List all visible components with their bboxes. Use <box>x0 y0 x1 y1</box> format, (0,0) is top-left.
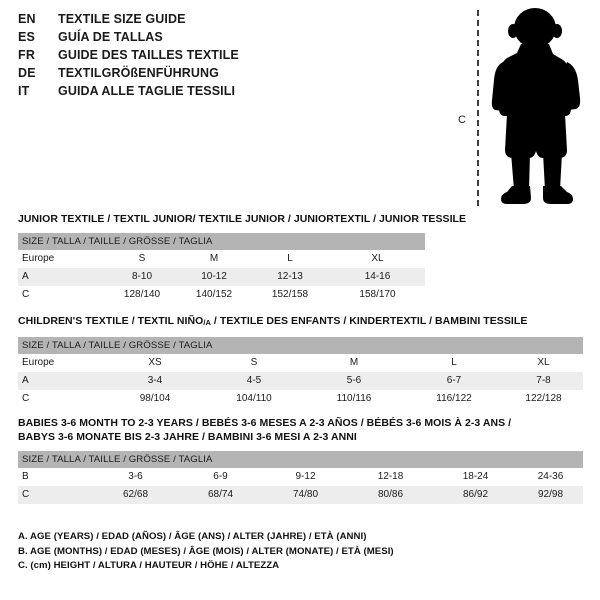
legend-line-c: C. (cm) HEIGHT / ALTURA / HAUTEUR / HÖHE… <box>18 560 280 571</box>
table-row: B 3-6 6-9 9-12 12-18 18-24 24-36 <box>18 468 583 486</box>
table-cell: 140/152 <box>178 286 250 304</box>
table-cell: XL <box>504 353 583 372</box>
table-band-label-junior: SIZE / TALLA / TAILLE / GRÖSSE / TAGLIA <box>18 233 425 250</box>
section-junior-textile: JUNIOR TEXTILE / TEXTIL JUNIOR/ TEXTILE … <box>18 212 466 304</box>
table-band-row-babies: SIZE / TALLA / TAILLE / GRÖSSE / TAGLIA <box>18 451 583 468</box>
table-cell: 92/98 <box>518 486 583 504</box>
table-band-label-babies: SIZE / TALLA / TAILLE / GRÖSSE / TAGLIA <box>18 451 583 468</box>
table-cell: M <box>178 250 250 268</box>
table-cell: 116/122 <box>404 389 504 408</box>
language-code-it: IT <box>18 84 30 98</box>
language-row-es: ES GUÍA DE TALLAS <box>18 30 418 48</box>
table-cell: 8-10 <box>106 268 178 286</box>
language-title-es: GUÍA DE TALLAS <box>58 30 163 44</box>
section-title-children-before: CHILDREN'S TEXTILE / TEXTIL NIÑO <box>18 315 204 327</box>
table-cell: 98/104 <box>106 389 204 408</box>
language-title-block: EN TEXTILE SIZE GUIDE ES GUÍA DE TALLAS … <box>18 12 418 102</box>
table-babies-sizes: SIZE / TALLA / TAILLE / GRÖSSE / TAGLIA … <box>18 451 583 504</box>
table-row: C 98/104 104/110 110/116 116/122 122/128 <box>18 389 583 408</box>
language-code-es: ES <box>18 30 36 44</box>
height-axis-label: C <box>458 114 466 126</box>
height-measurement-figure: C <box>450 8 590 208</box>
table-band-label-children: SIZE / TALLA / TAILLE / GRÖSSE / TAGLIA <box>18 336 583 354</box>
table-band-row-children: SIZE / TALLA / TAILLE / GRÖSSE / TAGLIA <box>18 336 583 354</box>
table-cell: XL <box>330 250 425 268</box>
table-junior-sizes: SIZE / TALLA / TAILLE / GRÖSSE / TAGLIA … <box>18 233 425 304</box>
table-cell: 9-12 <box>263 468 348 486</box>
table-cell: M <box>304 353 404 372</box>
table-cell: L <box>404 353 504 372</box>
table-cell: 74/80 <box>263 486 348 504</box>
table-cell: 12-18 <box>348 468 433 486</box>
section-title-children: CHILDREN'S TEXTILE / TEXTIL NIÑO/A / TEX… <box>18 314 583 330</box>
table-row: Europe XS S M L XL <box>18 353 583 372</box>
table-cell: 158/170 <box>330 286 425 304</box>
row-label-a: A <box>18 268 106 286</box>
table-cell: L <box>250 250 330 268</box>
section-title-babies-line1: BABIES 3-6 MONTH TO 2-3 YEARS / BEBÉS 3-… <box>18 417 512 429</box>
table-cell: 10-12 <box>178 268 250 286</box>
measurement-legend: A. AGE (YEARS) / EDAD (AÑOS) / ÂGE (ANS)… <box>18 530 394 574</box>
language-title-it: GUIDA ALLE TAGLIE TESSILI <box>58 84 236 98</box>
row-label-europe: Europe <box>18 353 106 372</box>
table-cell: 4-5 <box>204 371 304 390</box>
table-cell: S <box>106 250 178 268</box>
table-cell: 152/158 <box>250 286 330 304</box>
language-title-en: TEXTILE SIZE GUIDE <box>58 12 186 26</box>
table-cell: 24-36 <box>518 468 583 486</box>
table-cell: S <box>204 353 304 372</box>
table-cell: 14-16 <box>330 268 425 286</box>
table-cell: 128/140 <box>106 286 178 304</box>
table-cell: 6-7 <box>404 371 504 390</box>
table-cell: 6-9 <box>178 468 263 486</box>
table-cell: 3-4 <box>106 371 204 390</box>
row-label-b: B <box>18 468 93 486</box>
legend-line-a: A. AGE (YEARS) / EDAD (AÑOS) / ÂGE (ANS)… <box>18 531 367 542</box>
table-cell: XS <box>106 353 204 372</box>
table-children-sizes: SIZE / TALLA / TAILLE / GRÖSSE / TAGLIA … <box>18 336 583 408</box>
language-code-fr: FR <box>18 48 36 62</box>
language-row-it: IT GUIDA ALLE TAGLIE TESSILI <box>18 84 418 102</box>
row-label-c: C <box>18 486 93 504</box>
row-label-a: A <box>18 371 106 390</box>
section-title-babies-line2: BABYS 3-6 MONATE BIS 2-3 JAHRE / BAMBINI… <box>18 431 357 443</box>
language-title-fr: GUIDE DES TAILLES TEXTILE <box>58 48 239 62</box>
table-row: A 8-10 10-12 12-13 14-16 <box>18 268 425 286</box>
table-cell: 104/110 <box>204 389 304 408</box>
language-row-de: DE TEXTILGRÖßENFÜHRUNG <box>18 66 418 84</box>
language-title-de: TEXTILGRÖßENFÜHRUNG <box>58 66 219 80</box>
language-code-en: EN <box>18 12 36 26</box>
language-row-en: EN TEXTILE SIZE GUIDE <box>18 12 418 30</box>
row-label-europe: Europe <box>18 250 106 268</box>
table-band-row-junior: SIZE / TALLA / TAILLE / GRÖSSE / TAGLIA <box>18 233 425 250</box>
table-cell: 5-6 <box>304 371 404 390</box>
row-label-c: C <box>18 389 106 408</box>
section-title-children-subscript: /A <box>203 317 211 327</box>
table-cell: 86/92 <box>433 486 518 504</box>
table-cell: 7-8 <box>504 371 583 390</box>
table-cell: 68/74 <box>178 486 263 504</box>
table-cell: 12-13 <box>250 268 330 286</box>
table-row: A 3-4 4-5 5-6 6-7 7-8 <box>18 371 583 390</box>
section-title-junior: JUNIOR TEXTILE / TEXTIL JUNIOR/ TEXTILE … <box>18 213 467 225</box>
language-code-de: DE <box>18 66 36 80</box>
table-cell: 110/116 <box>304 389 404 408</box>
table-row: Europe S M L XL <box>18 250 425 268</box>
section-title-children-after: / TEXTILE DES ENFANTS / KINDERTEXTIL / B… <box>210 315 528 327</box>
table-row: C 62/68 68/74 74/80 80/86 86/92 92/98 <box>18 486 583 504</box>
toddler-silhouette-icon <box>491 8 581 204</box>
table-cell: 3-6 <box>93 468 178 486</box>
language-row-fr: FR GUIDE DES TAILLES TEXTILE <box>18 48 418 66</box>
table-cell: 80/86 <box>348 486 433 504</box>
table-cell: 62/68 <box>93 486 178 504</box>
section-children-textile: CHILDREN'S TEXTILE / TEXTIL NIÑO/A / TEX… <box>18 314 583 408</box>
section-babies-textile: BABIES 3-6 MONTH TO 2-3 YEARS / BEBÉS 3-… <box>18 416 583 504</box>
table-cell: 122/128 <box>504 389 583 408</box>
row-label-c: C <box>18 286 106 304</box>
table-cell: 18-24 <box>433 468 518 486</box>
height-dashed-line <box>477 10 479 206</box>
table-row: C 128/140 140/152 152/158 158/170 <box>18 286 425 304</box>
legend-line-b: B. AGE (MONTHS) / EDAD (MESES) / ÂGE (MO… <box>18 545 394 557</box>
